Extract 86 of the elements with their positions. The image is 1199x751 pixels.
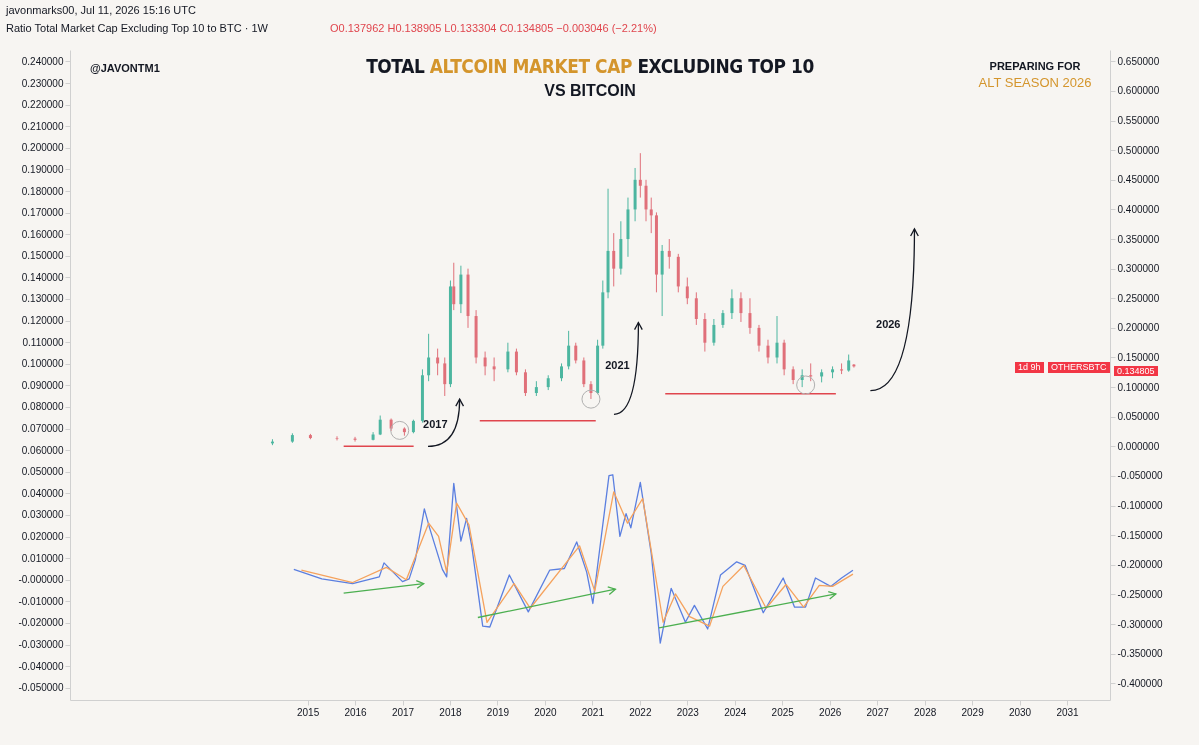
chart-title: TOTAL ALTCOIN MARKET CAP EXCLUDING TOP 10 xyxy=(366,54,814,78)
annotation: 1d 9h xyxy=(1015,361,1044,373)
y-tick-label: 0.150000 xyxy=(21,250,64,262)
y2-tick-label: 0.050000 xyxy=(1117,411,1160,423)
text: 0.134805 xyxy=(1114,365,1158,376)
x-tick-label: 2015 xyxy=(296,706,320,718)
y2-tick-label: 0.150000 xyxy=(1117,352,1160,363)
y2-tick-label: -0.250000 xyxy=(1117,588,1163,600)
y-tick-label: 0.110000 xyxy=(22,336,64,348)
y-tick-label: -0.010000 xyxy=(18,595,64,607)
x-tick-label: 2017 xyxy=(391,706,415,718)
y2-tick-label: 0.500000 xyxy=(1117,144,1160,156)
x-tick-label: 2029 xyxy=(961,706,985,718)
y-tick-label: 0.120000 xyxy=(21,315,64,327)
y-tick-label: 0.080000 xyxy=(21,401,64,413)
annotation: @JAVONTM1 xyxy=(90,62,160,74)
y-tick-label: 0.060000 xyxy=(21,444,64,456)
y-tick-label: 0.210000 xyxy=(21,120,64,132)
y-tick-label: -0.050000 xyxy=(18,682,64,694)
y2-tick-label: 0.250000 xyxy=(1117,292,1160,304)
y-tick-label: 0.040000 xyxy=(21,487,64,499)
y2-tick-label: -0.100000 xyxy=(1117,500,1163,512)
y-tick-label: -0.030000 xyxy=(18,639,64,650)
y-tick-label: 0.100000 xyxy=(21,358,64,370)
y-tick-label: 0.170000 xyxy=(21,207,64,219)
y-tick-label: 0.140000 xyxy=(21,271,64,283)
y2-tick-label: 0.200000 xyxy=(1117,322,1160,334)
y2-tick-label: 0.000000 xyxy=(1117,440,1160,452)
y-tick-label: 0.190000 xyxy=(21,163,64,175)
y-tick-label: 0.200000 xyxy=(21,142,64,154)
text: VS BITCOIN xyxy=(544,82,636,100)
x-tick-label: 2028 xyxy=(914,706,937,718)
y-tick-label: 0.130000 xyxy=(21,293,64,305)
x-tick-label: 2018 xyxy=(439,706,463,718)
y-tick-label: -0.000000 xyxy=(18,574,64,586)
text: O0.137962 H0.138905 L0.133304 C0.134805 −0.003046 (−2.21%) xyxy=(330,22,657,34)
y-tick-label: 0.160000 xyxy=(21,228,64,240)
y-tick-label: 0.090000 xyxy=(21,379,64,391)
annotation: ALT SEASON 2026 xyxy=(978,75,1092,90)
y-tick-label: 0.010000 xyxy=(21,552,64,564)
x-tick-label: 2016 xyxy=(344,706,368,718)
y2-tick-label: 0.100000 xyxy=(1117,381,1160,393)
y2-tick-label: -0.200000 xyxy=(1117,559,1163,571)
x-tick-label: 2019 xyxy=(486,706,510,718)
y-tick-label: 0.220000 xyxy=(21,99,64,111)
y2-tick-label: 0.650000 xyxy=(1117,55,1160,67)
y-tick-label: 0.070000 xyxy=(21,423,64,435)
text: Ratio Total Market Cap Excluding Top 10 to BTC · 1W xyxy=(6,22,268,34)
x-tick-label: 2022 xyxy=(629,706,652,718)
y-tick-label: 0.050000 xyxy=(21,466,64,478)
y2-tick-label: -0.150000 xyxy=(1117,529,1163,541)
y-tick-label: 0.230000 xyxy=(21,77,64,89)
candlestick xyxy=(840,362,844,375)
line-series xyxy=(293,474,854,644)
annotation: OTHERSBTC xyxy=(1048,361,1110,373)
text: javonmarks00, Jul 11, 2026 15:16 UTC xyxy=(6,4,196,16)
annotation: 2026 xyxy=(876,318,901,331)
y2-tick-label: 0.600000 xyxy=(1117,85,1160,97)
x-tick-label: 2023 xyxy=(676,706,700,718)
y2-tick-label: -0.300000 xyxy=(1117,618,1163,630)
y2-tick-label: 0.300000 xyxy=(1117,263,1160,275)
y-tick-label: 0.240000 xyxy=(21,55,64,67)
y-tick-label: 0.020000 xyxy=(21,531,64,543)
x-tick-label: 2027 xyxy=(866,706,890,718)
x-tick-label: 2024 xyxy=(724,706,747,718)
annotation: 2021 xyxy=(605,358,630,371)
y-tick-label: 0.030000 xyxy=(21,509,64,521)
x-tick-label: 2026 xyxy=(819,706,842,718)
y-tick-label: -0.040000 xyxy=(18,660,64,672)
y2-tick-label: -0.050000 xyxy=(1117,470,1163,482)
y2-tick-label: -0.400000 xyxy=(1117,677,1163,689)
y2-tick-label: 0.550000 xyxy=(1117,115,1160,127)
x-tick-label: 2021 xyxy=(581,706,605,718)
y-tick-label: -0.020000 xyxy=(18,617,64,629)
y2-tick-label: 0.400000 xyxy=(1117,203,1160,215)
line-series xyxy=(300,491,854,627)
x-tick-label: 2020 xyxy=(534,706,557,718)
x-tick-label: 2031 xyxy=(1056,706,1080,718)
y-tick-label: 0.180000 xyxy=(21,185,64,197)
annotation: PREPARING FOR xyxy=(989,60,1081,72)
y2-tick-label: -0.350000 xyxy=(1117,648,1163,660)
annotation: 2017 xyxy=(423,417,448,430)
x-tick-label: 2025 xyxy=(771,706,795,718)
y2-tick-label: 0.350000 xyxy=(1117,233,1160,245)
y2-tick-label: 0.450000 xyxy=(1117,174,1160,186)
x-tick-label: 2030 xyxy=(1008,706,1032,718)
